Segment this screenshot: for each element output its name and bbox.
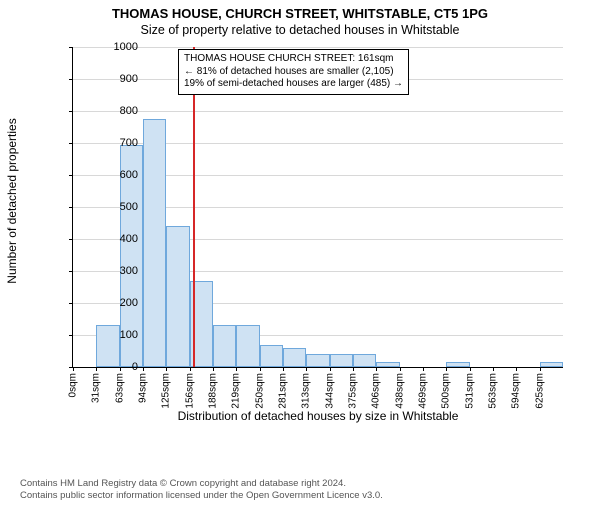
xtick-mark (236, 367, 237, 371)
xtick-label: 406sqm (371, 373, 382, 409)
xtick-label: 313sqm (301, 373, 312, 409)
xtick-label: 250sqm (254, 373, 265, 409)
xtick-label: 125sqm (161, 373, 172, 409)
xtick-label: 31sqm (91, 373, 102, 403)
ytick-mark (69, 143, 73, 144)
xtick-mark (493, 367, 494, 371)
chart-container: Number of detached properties Distributi… (20, 41, 580, 421)
ytick-mark (69, 47, 73, 48)
ytick-label: 0 (98, 361, 138, 373)
ytick-label: 600 (98, 169, 138, 181)
histogram-bar (330, 354, 353, 367)
ytick-label: 400 (98, 233, 138, 245)
ytick-label: 1000 (98, 41, 138, 53)
ytick-mark (69, 335, 73, 336)
xtick-mark (260, 367, 261, 371)
gridline (73, 111, 563, 112)
ytick-mark (69, 175, 73, 176)
annotation-line1: THOMAS HOUSE CHURCH STREET: 161sqm (184, 53, 403, 66)
xtick-label: 188sqm (208, 373, 219, 409)
xtick-label: 219sqm (231, 373, 242, 409)
xtick-mark (306, 367, 307, 371)
ytick-label: 800 (98, 105, 138, 117)
xtick-mark (376, 367, 377, 371)
xtick-mark (283, 367, 284, 371)
histogram-bar (236, 325, 259, 367)
ytick-label: 900 (98, 73, 138, 85)
footer-line1: Contains HM Land Registry data © Crown c… (20, 478, 383, 490)
xtick-label: 594sqm (511, 373, 522, 409)
xtick-mark (143, 367, 144, 371)
xtick-label: 500sqm (441, 373, 452, 409)
xtick-label: 531sqm (464, 373, 475, 409)
xtick-mark (423, 367, 424, 371)
xtick-mark (190, 367, 191, 371)
xtick-label: 344sqm (324, 373, 335, 409)
ytick-mark (69, 303, 73, 304)
chart-title-line2: Size of property relative to detached ho… (0, 23, 600, 37)
xtick-mark (540, 367, 541, 371)
xtick-mark (516, 367, 517, 371)
xtick-label: 156sqm (184, 373, 195, 409)
y-axis-label: Number of detached properties (5, 118, 19, 283)
xtick-label: 469sqm (418, 373, 429, 409)
gridline (73, 47, 563, 48)
plot-area: Distribution of detached houses by size … (72, 47, 563, 368)
xtick-label: 438sqm (394, 373, 405, 409)
xtick-label: 625sqm (534, 373, 545, 409)
footer-attribution: Contains HM Land Registry data © Crown c… (20, 478, 383, 502)
histogram-bar (540, 362, 563, 367)
ytick-label: 500 (98, 201, 138, 213)
histogram-bar (166, 226, 189, 367)
histogram-bar (353, 354, 376, 367)
xtick-label: 94sqm (138, 373, 149, 403)
xtick-mark (330, 367, 331, 371)
xtick-mark (400, 367, 401, 371)
xtick-label: 563sqm (488, 373, 499, 409)
xtick-mark (353, 367, 354, 371)
histogram-bar (446, 362, 469, 367)
xtick-label: 375sqm (348, 373, 359, 409)
x-axis-label: Distribution of detached houses by size … (73, 409, 563, 423)
xtick-mark (470, 367, 471, 371)
ytick-label: 700 (98, 137, 138, 149)
histogram-bar (143, 119, 166, 367)
ytick-label: 200 (98, 297, 138, 309)
histogram-bar (283, 348, 306, 367)
ytick-label: 100 (98, 329, 138, 341)
annotation-line2: ← 81% of detached houses are smaller (2,… (184, 66, 403, 79)
ytick-mark (69, 239, 73, 240)
xtick-mark (73, 367, 74, 371)
ytick-mark (69, 111, 73, 112)
ytick-mark (69, 207, 73, 208)
ytick-mark (69, 271, 73, 272)
histogram-bar (213, 325, 236, 367)
ytick-mark (69, 79, 73, 80)
xtick-label: 0sqm (68, 373, 79, 397)
xtick-label: 63sqm (114, 373, 125, 403)
xtick-mark (166, 367, 167, 371)
chart-title-line1: THOMAS HOUSE, CHURCH STREET, WHITSTABLE,… (0, 6, 600, 21)
ytick-label: 300 (98, 265, 138, 277)
annotation-line3: 19% of semi-detached houses are larger (… (184, 78, 403, 91)
histogram-bar (376, 362, 399, 367)
xtick-mark (213, 367, 214, 371)
footer-line2: Contains public sector information licen… (20, 490, 383, 502)
reference-line (193, 47, 195, 367)
xtick-label: 281sqm (278, 373, 289, 409)
histogram-bar (260, 345, 283, 367)
annotation-box: THOMAS HOUSE CHURCH STREET: 161sqm ← 81%… (178, 49, 409, 95)
histogram-bar (306, 354, 329, 367)
xtick-mark (446, 367, 447, 371)
